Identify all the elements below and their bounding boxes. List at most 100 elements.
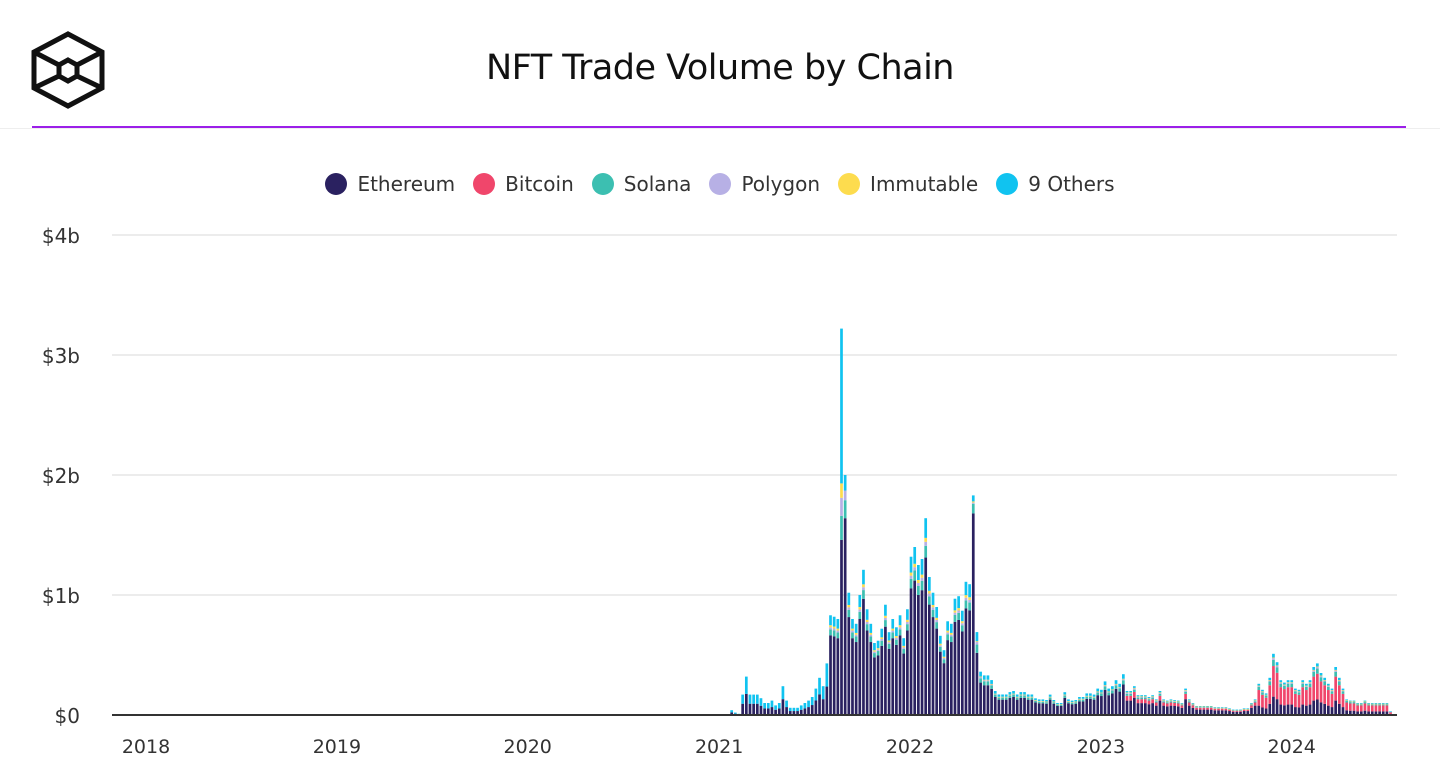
bar-segment-solana xyxy=(1352,702,1356,704)
bar-segment-solana xyxy=(1151,697,1154,700)
bar-segment-immutable xyxy=(1041,701,1045,702)
bar-segment-solana xyxy=(1176,702,1180,704)
bar-segment-immutable xyxy=(1026,696,1030,698)
bar-segment-ethereum xyxy=(957,619,960,715)
bar-segment-9-others xyxy=(759,698,763,706)
bar-segment-solana xyxy=(1286,683,1290,688)
bar-segment-9-others xyxy=(1209,706,1213,707)
bar-segment-polygon xyxy=(1132,688,1136,690)
bar-segment-ethereum xyxy=(810,705,814,715)
bar-segment-ethereum xyxy=(1242,711,1246,715)
bar-segment-immutable xyxy=(1074,701,1078,703)
bar-segment-ethereum xyxy=(1052,703,1056,715)
bar-segment-solana xyxy=(1187,701,1191,703)
bar-segment-solana xyxy=(1132,689,1136,692)
bar-segment-ethereum xyxy=(1111,693,1114,715)
bar-segment-polygon xyxy=(1283,684,1286,686)
bar-segment-9-others xyxy=(1092,694,1096,697)
bar-segment-polygon xyxy=(1323,680,1327,682)
bar-segment-immutable xyxy=(927,590,931,594)
bar-segment-ethereum xyxy=(1114,688,1118,715)
bar-segment-solana xyxy=(1184,691,1187,694)
bar-segment-polygon xyxy=(840,497,843,516)
bar-segment-polygon xyxy=(1151,696,1154,698)
bar-segment-ethereum xyxy=(1305,705,1308,715)
bar-segment-solana xyxy=(1078,699,1081,702)
bar-segment-immutable xyxy=(1092,696,1096,698)
week-bar xyxy=(785,700,788,715)
bar-segment-polygon xyxy=(1319,675,1323,678)
week-bar xyxy=(752,694,755,715)
bar-segment-solana xyxy=(1275,667,1279,673)
bar-segment-9-others xyxy=(1323,677,1327,681)
bar-segment-9-others xyxy=(1114,680,1118,684)
bar-segment-polygon xyxy=(909,575,913,579)
bar-segment-immutable xyxy=(1143,696,1147,697)
bar-segment-ethereum xyxy=(920,590,924,715)
bar-segment-9-others xyxy=(1202,706,1206,707)
legend-item[interactable]: Immutable xyxy=(838,172,978,196)
week-bar xyxy=(906,609,909,715)
bar-segment-9-others xyxy=(1348,700,1352,702)
bar-segment-polygon xyxy=(1316,667,1319,669)
bar-segment-immutable xyxy=(1272,657,1275,659)
bar-segment-solana xyxy=(1385,704,1389,706)
bar-segment-solana xyxy=(1253,701,1257,703)
bar-segment-bitcoin xyxy=(1323,685,1327,704)
bar-segment-solana xyxy=(946,634,950,641)
bar-segment-9-others xyxy=(1334,667,1338,670)
bar-segment-9-others xyxy=(1052,700,1056,702)
bar-segment-immutable xyxy=(832,626,836,629)
week-bar xyxy=(1246,708,1250,715)
bar-segment-polygon xyxy=(858,609,862,612)
week-bar xyxy=(979,671,982,715)
bar-segment-ethereum xyxy=(774,709,777,715)
bar-segment-bitcoin xyxy=(1213,708,1217,711)
bar-segment-immutable xyxy=(913,563,917,568)
bar-segment-immutable xyxy=(906,619,909,622)
bar-segment-solana xyxy=(1206,707,1209,708)
bar-segment-9-others xyxy=(927,577,931,591)
legend-item[interactable]: Bitcoin xyxy=(473,172,574,196)
bar-segment-ethereum xyxy=(755,703,759,715)
week-bar xyxy=(1019,692,1023,715)
bar-segment-bitcoin xyxy=(1143,699,1147,704)
bar-segment-ethereum xyxy=(1187,705,1191,715)
bar-segment-ethereum xyxy=(1063,697,1067,715)
bar-segment-bitcoin xyxy=(1209,707,1213,710)
bar-segment-ethereum xyxy=(1326,705,1330,715)
bar-segment-immutable xyxy=(1374,703,1378,705)
bar-segment-immutable xyxy=(1330,690,1334,691)
bar-segment-ethereum xyxy=(1129,700,1133,715)
bar-segment-ethereum xyxy=(1334,700,1338,715)
bar-segment-9-others xyxy=(898,615,902,626)
bar-segment-immutable xyxy=(1067,701,1070,702)
bar-segment-immutable xyxy=(1140,696,1144,697)
bar-segment-solana xyxy=(1330,691,1334,694)
bar-segment-immutable xyxy=(1195,706,1198,708)
legend-item[interactable]: Polygon xyxy=(709,172,820,196)
legend-item[interactable]: Ethereum xyxy=(325,172,455,196)
bar-segment-solana xyxy=(1305,686,1308,691)
bar-segment-9-others xyxy=(913,547,917,564)
week-bar xyxy=(1279,680,1283,715)
bar-segment-ethereum xyxy=(1363,710,1367,715)
bar-segment-solana xyxy=(975,644,979,653)
legend-item[interactable]: 9 Others xyxy=(996,172,1115,196)
week-bar xyxy=(1147,697,1151,715)
bar-segment-immutable xyxy=(979,676,982,678)
legend-item[interactable]: Solana xyxy=(591,172,691,196)
week-bar xyxy=(1052,700,1056,715)
week-bar xyxy=(1231,709,1235,715)
week-bar xyxy=(1385,703,1389,715)
bar-segment-9-others xyxy=(902,638,906,646)
bar-segment-polygon xyxy=(1326,685,1330,687)
bar-segment-bitcoin xyxy=(1370,705,1374,712)
bar-segment-bitcoin xyxy=(1312,676,1316,701)
week-bar xyxy=(876,640,880,715)
bar-segment-ethereum xyxy=(891,638,895,715)
bar-segment-ethereum xyxy=(1165,706,1169,715)
bar-segment-9-others xyxy=(829,615,832,626)
week-bar xyxy=(851,619,854,715)
bar-segment-solana xyxy=(1374,704,1378,706)
